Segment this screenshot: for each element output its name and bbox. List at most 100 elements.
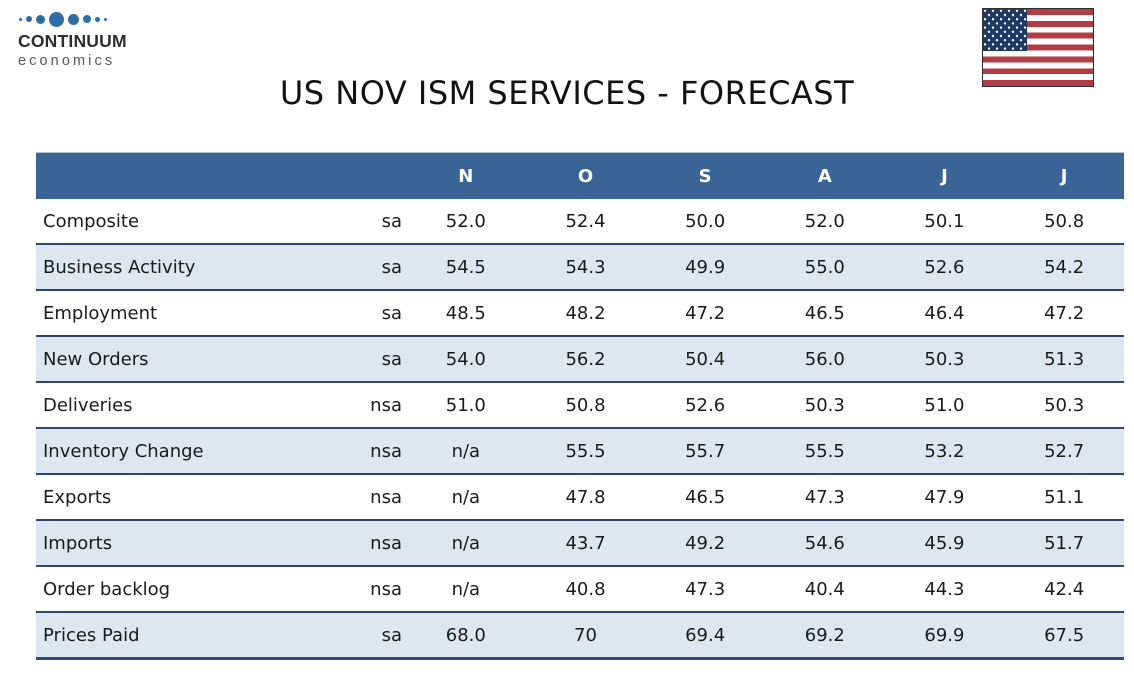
value-cell: 69.4 <box>645 611 765 659</box>
column-header-o-1: O <box>525 152 646 199</box>
table-row: New Orders sa 54.0 56.2 50.4 56.0 50.3 51.3 <box>36 335 1124 382</box>
value-cell: 51.1 <box>1004 473 1124 520</box>
logo-dot <box>95 16 100 22</box>
row-label: Business Activity <box>36 243 336 290</box>
value-cell: n/a <box>406 473 526 520</box>
table-row: Exports nsa n/a 47.8 46.5 47.3 47.9 51.1 <box>36 473 1124 520</box>
value-cell: 47.9 <box>884 473 1005 520</box>
value-cell: 69.2 <box>764 611 885 659</box>
value-cell: 52.7 <box>1004 427 1124 474</box>
value-cell: n/a <box>406 427 526 474</box>
value-cell: 55.5 <box>764 427 885 474</box>
brand-tagline: economics <box>18 53 116 69</box>
value-cell: 52.6 <box>645 381 765 428</box>
row-adjustment: sa <box>336 611 406 659</box>
row-label: Order backlog <box>36 565 336 612</box>
value-cell: 54.2 <box>1004 243 1124 290</box>
value-cell: 48.5 <box>406 289 526 336</box>
value-cell: 54.5 <box>406 243 526 290</box>
logo-dot <box>104 17 107 21</box>
value-cell: 52.6 <box>884 243 1005 290</box>
row-adjustment: sa <box>381 210 402 232</box>
value-cell: 42.4 <box>1004 565 1124 612</box>
logo-dot <box>49 11 64 27</box>
value-cell: 40.8 <box>525 565 646 612</box>
row-adjustment: sa <box>336 289 406 336</box>
value-cell: 56.2 <box>525 335 646 382</box>
row-label: Inventory Change <box>36 427 336 474</box>
value-cell: 43.7 <box>525 519 646 566</box>
value-cell: 49.2 <box>645 519 765 566</box>
header-indicator-col <box>36 152 336 199</box>
value-cell: 56.0 <box>764 335 885 382</box>
value-cell: 52.4 <box>565 210 606 232</box>
table-row: Deliveries nsa 51.0 50.8 52.6 50.3 51.0 50.3 <box>36 381 1124 428</box>
value-cell: 47.3 <box>764 473 885 520</box>
value-cell: 54.6 <box>764 519 885 566</box>
logo-dot <box>19 17 22 21</box>
logo-dot <box>26 16 32 22</box>
value-cell: 55.0 <box>764 243 885 290</box>
value-cell: 54.3 <box>525 243 646 290</box>
value-cell: 69.9 <box>884 611 1005 659</box>
column-header-j-5: J <box>1004 152 1124 199</box>
value-cell: n/a <box>406 565 526 612</box>
value-cell: 46.4 <box>884 289 1005 336</box>
row-label: Exports <box>36 473 336 520</box>
value-cell: 50.1 <box>924 210 965 232</box>
value-cell: 50.3 <box>884 335 1005 382</box>
value-cell: 47.8 <box>525 473 646 520</box>
header-adjustment-col <box>336 152 406 199</box>
value-cell: 52.0 <box>804 210 845 232</box>
value-cell: 44.3 <box>884 565 1005 612</box>
value-cell: 50.8 <box>1044 210 1085 232</box>
column-header-j-4: J <box>884 152 1005 199</box>
row-label: New Orders <box>36 335 336 382</box>
row-label: Composite <box>43 210 140 232</box>
table-row: Composite sa 52.0 52.4 50.0 52.0 50.1 50.8 <box>36 199 1124 244</box>
table-row: Imports nsa n/a 43.7 49.2 54.6 45.9 51.7 <box>36 519 1124 566</box>
row-label: Deliveries <box>36 381 336 428</box>
value-cell: 49.9 <box>645 243 765 290</box>
table-row: Prices Paid sa 68.0 70 69.4 69.2 69.9 67.5 <box>36 611 1124 659</box>
row-adjustment: sa <box>336 335 406 382</box>
table-row: Employment sa 48.5 48.2 47.2 46.5 46.4 47.2 <box>36 289 1124 336</box>
value-cell: 51.0 <box>406 381 526 428</box>
value-cell: 68.0 <box>406 611 526 659</box>
value-cell: 46.5 <box>764 289 885 336</box>
value-cell: 53.2 <box>884 427 1005 474</box>
value-cell: 47.3 <box>645 565 765 612</box>
brand-name: CONTINUUM <box>18 31 127 51</box>
value-cell: 40.4 <box>764 565 885 612</box>
value-cell: 55.5 <box>525 427 646 474</box>
row-label: Prices Paid <box>36 611 336 659</box>
value-cell: 50.0 <box>685 210 726 232</box>
value-cell: 46.5 <box>645 473 765 520</box>
value-cell: 51.0 <box>884 381 1005 428</box>
page-title: US NOV ISM SERVICES - FORECAST <box>279 74 855 112</box>
value-cell: 48.2 <box>525 289 646 336</box>
row-adjustment: nsa <box>336 381 406 428</box>
value-cell: 47.2 <box>645 289 765 336</box>
value-cell: 50.8 <box>525 381 646 428</box>
logo-dot <box>36 14 45 24</box>
flag-canton-stars <box>983 9 1027 51</box>
us-flag-icon <box>982 8 1094 87</box>
column-header-n-0: N <box>406 152 526 199</box>
value-cell: n/a <box>406 519 526 566</box>
row-label: Employment <box>36 289 336 336</box>
row-adjustment: nsa <box>336 565 406 612</box>
value-cell: 67.5 <box>1004 611 1124 659</box>
table-row: Inventory Change nsa n/a 55.5 55.7 55.5 53.2 52… <box>36 427 1124 474</box>
row-label: Imports <box>36 519 336 566</box>
value-cell: 52.0 <box>445 210 486 232</box>
logo-dots-icon <box>18 10 148 28</box>
value-cell: 50.4 <box>645 335 765 382</box>
column-header-s-2: S <box>645 152 765 199</box>
table-row: Order backlog nsa n/a 40.8 47.3 40.4 44.3 42.4 <box>36 565 1124 612</box>
column-header-a-3: A <box>764 152 885 199</box>
continuum-economics-logo: CONTINUUM economics <box>18 10 148 69</box>
